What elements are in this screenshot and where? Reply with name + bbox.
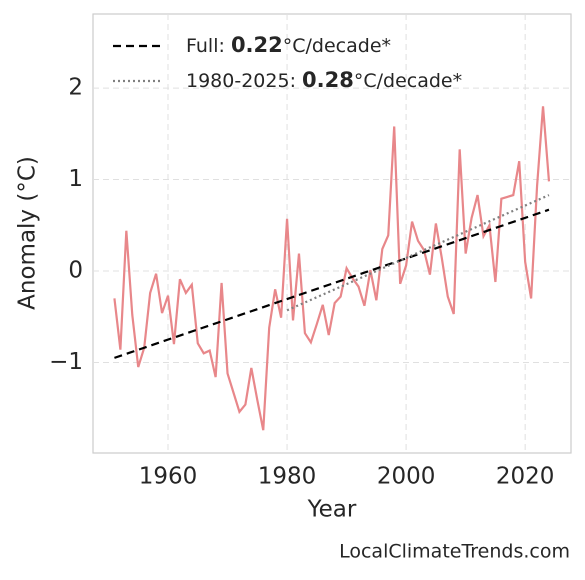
- legend-text: °C/decade*: [283, 35, 391, 57]
- x-tick-label: 1960: [139, 464, 198, 490]
- y-tick-label: 2: [68, 75, 83, 101]
- source: LocalClimateTrends.com: [339, 541, 570, 563]
- legend-text: °C/decade*: [354, 70, 462, 92]
- legend-text: Full:: [186, 35, 231, 57]
- legend-text: 0.28: [302, 68, 354, 92]
- legend-label: Full: 0.22°C/decade*: [186, 33, 391, 57]
- legend-text: 0.22: [231, 33, 283, 57]
- x-tick-label: 2020: [496, 464, 555, 490]
- x-tick-label: 2000: [377, 464, 436, 490]
- plot-frame: [92, 13, 572, 454]
- y-tick-label: 1: [68, 166, 83, 192]
- legend-text: 1980-2025:: [186, 70, 302, 92]
- y-tick-label: −1: [49, 349, 83, 375]
- y-axis-label: Anomaly (°C): [15, 156, 41, 310]
- y-tick-label: 0: [68, 257, 83, 283]
- trend-line: [286, 194, 550, 312]
- anomaly-line: [113, 106, 551, 431]
- x-axis-label: Year: [307, 497, 357, 523]
- trend-line: [114, 208, 550, 359]
- legend-label: 1980-2025: 0.28°C/decade*: [186, 68, 462, 92]
- x-tick-label: 1980: [258, 464, 317, 490]
